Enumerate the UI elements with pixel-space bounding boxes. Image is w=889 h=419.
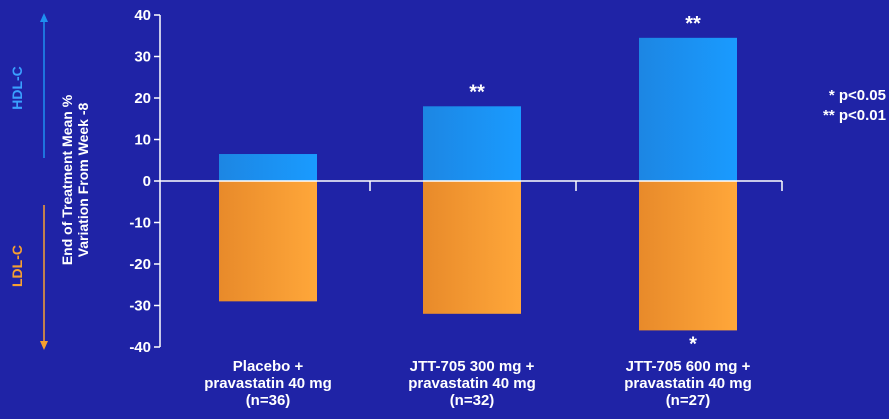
legend-entry-p001: ** p<0.01 xyxy=(823,107,886,124)
hdl-bar-2 xyxy=(639,37,737,182)
direction-arrows xyxy=(40,13,48,350)
category-label-line: JTT-705 300 mg + xyxy=(409,358,535,375)
y-tick-label: -20 xyxy=(129,256,151,273)
significance-mark: ** xyxy=(469,81,485,103)
category-label-line: pravastatin 40 mg xyxy=(408,375,536,392)
y-tick-label: 10 xyxy=(134,132,151,149)
category-label-line: pravastatin 40 mg xyxy=(624,375,752,392)
hdl-arrow-head xyxy=(40,13,48,22)
category-label-line: (n=32) xyxy=(449,392,495,409)
y-tick-label: 0 xyxy=(143,173,151,190)
ldl-bar-1 xyxy=(423,181,521,314)
category-label-line: pravastatin 40 mg xyxy=(204,375,332,392)
category-label-line: (n=27) xyxy=(665,392,711,409)
y-tick-label: -10 xyxy=(129,215,151,232)
significance-legend: * p<0.05 ** p<0.01 xyxy=(794,86,886,126)
category-label-line: (n=36) xyxy=(245,392,291,409)
category-label-line: Placebo + xyxy=(232,358,304,375)
y-axis-label-line2: Variation From Week -8 xyxy=(75,102,91,258)
y-tick-label: -30 xyxy=(129,298,151,315)
ldl-bar-0 xyxy=(219,181,317,302)
category-label-placebo: Placebo + pravastatin 40 mg (n=36) xyxy=(178,358,358,409)
significance-mark: ** xyxy=(685,13,701,35)
bars-group xyxy=(219,37,737,331)
y-axis-label-line1: End of Treatment Mean % xyxy=(59,94,75,266)
y-axis-label: End of Treatment Mean % Variation From W… xyxy=(40,20,110,340)
ldl-bar-2 xyxy=(639,181,737,331)
hdl-side-label: HDL-C xyxy=(9,66,25,110)
ldl-side-label: LDL-C xyxy=(9,245,25,287)
y-tick-label: 20 xyxy=(134,90,151,107)
category-label-300mg: JTT-705 300 mg + pravastatin 40 mg (n=32… xyxy=(382,358,562,409)
ldl-arrow-head xyxy=(40,341,48,350)
legend-entry-p005: * p<0.05 xyxy=(828,87,886,104)
significance-marks: ***** xyxy=(469,13,701,356)
category-label-line: JTT-705 600 mg + xyxy=(625,358,751,375)
y-tick-label: 40 xyxy=(134,7,151,24)
hdl-bar-1 xyxy=(423,106,521,181)
y-tick-label: 30 xyxy=(134,49,151,66)
hdl-bar-0 xyxy=(219,154,317,181)
category-label-600mg: JTT-705 600 mg + pravastatin 40 mg (n=27… xyxy=(598,358,778,409)
axes-group: 40 30 20 10 0 -10 -20 -30 -40 xyxy=(129,7,783,356)
significance-mark: * xyxy=(689,333,697,355)
y-tick-label: -40 xyxy=(129,339,151,356)
